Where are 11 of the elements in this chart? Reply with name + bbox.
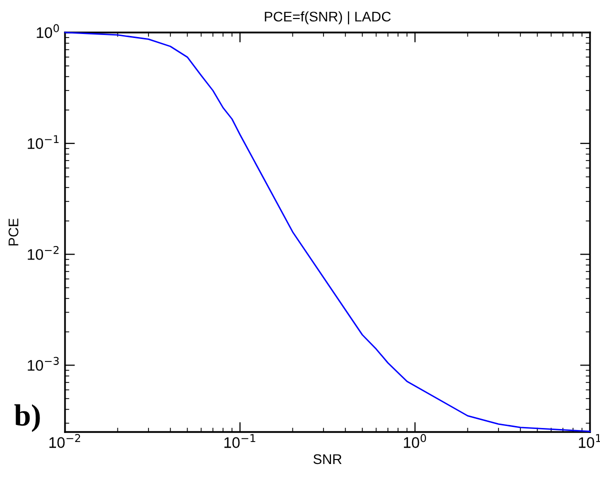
x-tick-label: 10$^{0}$ <box>404 434 426 448</box>
y-tick-label: 10$^{−2}$ <box>28 246 59 260</box>
x-tick-label: 10$^{−2}$ <box>49 434 80 448</box>
y-tick-label: 10$^{−1}$ <box>28 135 59 149</box>
y-tick-label: 10$^{0}$ <box>36 24 59 38</box>
y-axis-title: PCE <box>8 218 18 246</box>
x-tick-label: 10$^{−1}$ <box>224 434 256 448</box>
y-tick-label: 10$^{−3}$ <box>28 356 59 371</box>
x-axis-title: SNR <box>313 454 342 464</box>
text: b) <box>14 404 40 432</box>
chart-title: PCE=f(SNR) | LADC <box>264 11 391 24</box>
